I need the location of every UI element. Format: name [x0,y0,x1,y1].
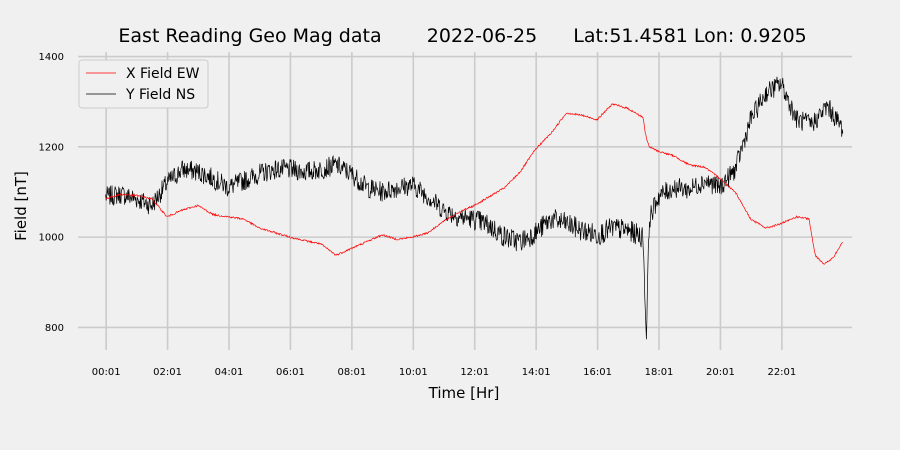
x-axis-label: Time [Hr] [428,384,500,402]
legend: X Field EW Y Field NS [78,59,209,109]
series-line-1 [105,76,844,340]
chart-title: East Reading Geo Mag data [118,25,381,47]
series-layer [105,76,844,340]
x-tick-label-5: 10:01 [399,367,428,378]
y-axis-ticks: 800 1000 1200 1400 [39,52,64,334]
y-tick-label-3: 1400 [39,52,64,63]
x-tick-label-7: 14:01 [522,367,551,378]
x-tick-label-3: 06:01 [276,367,305,378]
y-tick-label-1: 1000 [39,233,64,244]
y-axis-label: Field [nT] [12,171,30,241]
x-tick-label-1: 02:01 [153,367,182,378]
y-tick-label-0: 800 [45,323,64,334]
grid-lines [78,52,852,350]
x-tick-label-9: 18:01 [645,367,674,378]
x-axis-ticks: 00:01 02:01 04:01 06:01 08:01 10:01 12:01 14:01… [92,367,797,378]
chart-date: 2022-06-25 [427,25,537,47]
x-tick-label-11: 22:01 [767,367,796,378]
legend-box [78,59,209,109]
y-tick-label-2: 1200 [39,142,64,153]
chart-location: Lat:51.4581 Lon: 0.9205 [573,25,807,47]
legend-label-y-field: Y Field NS [125,87,195,103]
x-tick-label-2: 04:01 [215,367,244,378]
x-tick-label-10: 20:01 [706,367,735,378]
x-tick-label-0: 00:01 [92,367,121,378]
x-tick-label-4: 08:01 [337,367,366,378]
x-tick-label-6: 12:01 [460,367,489,378]
x-tick-label-8: 16:01 [583,367,612,378]
series-line-0 [105,103,843,265]
legend-label-x-field: X Field EW [126,66,200,82]
